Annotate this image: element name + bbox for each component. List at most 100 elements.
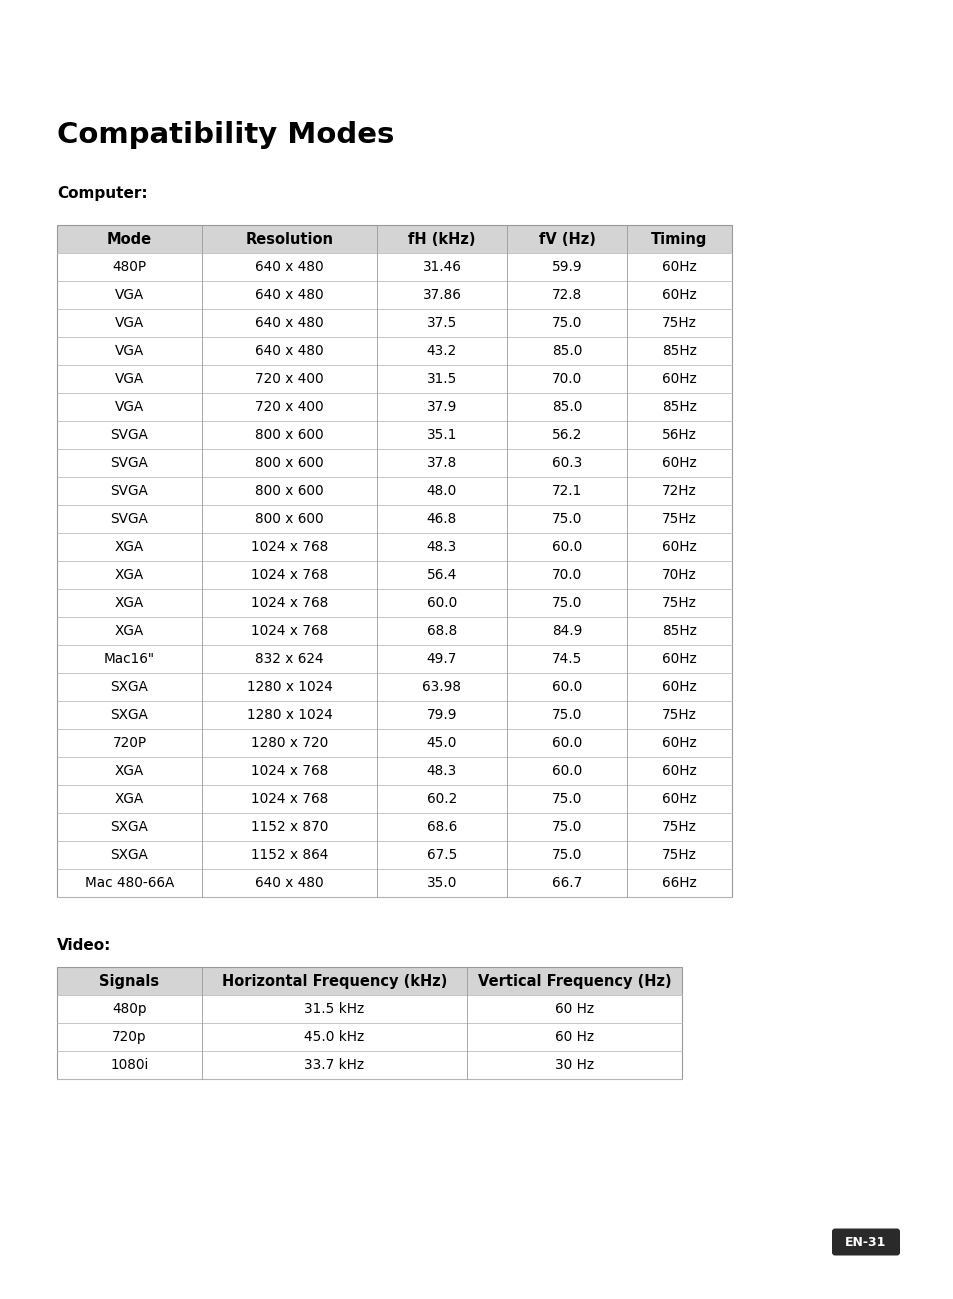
- Text: 37.86: 37.86: [422, 288, 461, 301]
- Text: 480P: 480P: [112, 260, 147, 274]
- Text: 1024 x 768: 1024 x 768: [251, 568, 328, 582]
- Text: 72.1: 72.1: [551, 485, 581, 498]
- Text: SXGA: SXGA: [111, 679, 149, 694]
- Text: 60 Hz: 60 Hz: [555, 1002, 594, 1016]
- Text: 720P: 720P: [112, 737, 147, 750]
- Text: 68.8: 68.8: [426, 624, 456, 638]
- Text: 85.0: 85.0: [551, 344, 581, 359]
- Text: 60.0: 60.0: [551, 540, 581, 553]
- Text: 60Hz: 60Hz: [661, 540, 696, 553]
- Text: 75Hz: 75Hz: [661, 596, 697, 611]
- Text: 60Hz: 60Hz: [661, 288, 696, 301]
- Text: VGA: VGA: [114, 400, 144, 414]
- Text: 75.0: 75.0: [551, 848, 581, 863]
- Text: 640 x 480: 640 x 480: [254, 260, 323, 274]
- Text: 75Hz: 75Hz: [661, 848, 697, 863]
- Text: 1280 x 1024: 1280 x 1024: [246, 708, 332, 722]
- Text: XGA: XGA: [114, 568, 144, 582]
- Text: 66Hz: 66Hz: [661, 876, 696, 890]
- Text: 1280 x 720: 1280 x 720: [251, 737, 328, 750]
- Text: Computer:: Computer:: [57, 186, 148, 200]
- Text: VGA: VGA: [114, 316, 144, 330]
- Text: SVGA: SVGA: [111, 485, 149, 498]
- Text: XGA: XGA: [114, 764, 144, 778]
- Text: fV (Hz): fV (Hz): [538, 231, 595, 247]
- Text: 60.0: 60.0: [426, 596, 456, 611]
- Text: 1280 x 1024: 1280 x 1024: [246, 679, 332, 694]
- Text: 66.7: 66.7: [551, 876, 581, 890]
- Text: 1024 x 768: 1024 x 768: [251, 540, 328, 553]
- Text: 49.7: 49.7: [426, 652, 456, 666]
- Text: 720 x 400: 720 x 400: [254, 372, 323, 386]
- Text: 1024 x 768: 1024 x 768: [251, 764, 328, 778]
- Text: 640 x 480: 640 x 480: [254, 876, 323, 890]
- Text: 75.0: 75.0: [551, 596, 581, 611]
- Text: 75.0: 75.0: [551, 512, 581, 526]
- Text: XGA: XGA: [114, 792, 144, 805]
- Bar: [57, 225, 731, 898]
- Text: 1024 x 768: 1024 x 768: [251, 624, 328, 638]
- Text: 30 Hz: 30 Hz: [555, 1057, 594, 1072]
- Text: 79.9: 79.9: [426, 708, 456, 722]
- Text: Timing: Timing: [651, 231, 707, 247]
- Text: SXGA: SXGA: [111, 848, 149, 863]
- Text: SXGA: SXGA: [111, 708, 149, 722]
- Text: 60.0: 60.0: [551, 764, 581, 778]
- Text: 75Hz: 75Hz: [661, 820, 697, 834]
- Text: 72Hz: 72Hz: [661, 485, 696, 498]
- Text: 37.9: 37.9: [426, 400, 456, 414]
- Text: 70.0: 70.0: [551, 568, 581, 582]
- Text: 37.5: 37.5: [426, 316, 456, 330]
- Text: 85Hz: 85Hz: [661, 344, 697, 359]
- Text: Mac16": Mac16": [104, 652, 154, 666]
- Text: Resolution: Resolution: [245, 231, 334, 247]
- Text: 800 x 600: 800 x 600: [254, 456, 323, 470]
- Text: 35.0: 35.0: [426, 876, 456, 890]
- Text: 75Hz: 75Hz: [661, 708, 697, 722]
- Text: Signals: Signals: [99, 973, 159, 989]
- Text: 85.0: 85.0: [551, 400, 581, 414]
- Text: 60Hz: 60Hz: [661, 737, 696, 750]
- Text: 31.5 kHz: 31.5 kHz: [304, 1002, 364, 1016]
- Text: 75Hz: 75Hz: [661, 316, 697, 330]
- Text: 74.5: 74.5: [551, 652, 581, 666]
- Text: 35.1: 35.1: [426, 427, 456, 442]
- Text: 720p: 720p: [112, 1030, 147, 1044]
- Text: 63.98: 63.98: [422, 679, 461, 694]
- Text: 60.2: 60.2: [426, 792, 456, 805]
- Text: 56Hz: 56Hz: [661, 427, 697, 442]
- Text: 85Hz: 85Hz: [661, 400, 697, 414]
- Text: 640 x 480: 640 x 480: [254, 288, 323, 301]
- Text: 640 x 480: 640 x 480: [254, 344, 323, 359]
- Text: 1080i: 1080i: [111, 1057, 149, 1072]
- Text: 46.8: 46.8: [426, 512, 456, 526]
- Text: 1152 x 864: 1152 x 864: [251, 848, 328, 863]
- Text: 70Hz: 70Hz: [661, 568, 696, 582]
- Text: SVGA: SVGA: [111, 512, 149, 526]
- Text: EN-31: EN-31: [844, 1235, 885, 1248]
- Text: 56.4: 56.4: [426, 568, 456, 582]
- Text: 60Hz: 60Hz: [661, 792, 696, 805]
- Text: Mode: Mode: [107, 231, 152, 247]
- Text: 45.0 kHz: 45.0 kHz: [304, 1030, 364, 1044]
- Text: 480p: 480p: [112, 1002, 147, 1016]
- Text: 75Hz: 75Hz: [661, 512, 697, 526]
- Text: SVGA: SVGA: [111, 427, 149, 442]
- Text: 45.0: 45.0: [426, 737, 456, 750]
- Text: 84.9: 84.9: [551, 624, 581, 638]
- Text: XGA: XGA: [114, 540, 144, 553]
- Text: 640 x 480: 640 x 480: [254, 316, 323, 330]
- Text: VGA: VGA: [114, 344, 144, 359]
- Text: Mac 480-66A: Mac 480-66A: [85, 876, 174, 890]
- Text: 43.2: 43.2: [426, 344, 456, 359]
- Text: 1024 x 768: 1024 x 768: [251, 792, 328, 805]
- Text: 75.0: 75.0: [551, 792, 581, 805]
- Text: 800 x 600: 800 x 600: [254, 512, 323, 526]
- Text: 60 Hz: 60 Hz: [555, 1030, 594, 1044]
- Text: 85Hz: 85Hz: [661, 624, 697, 638]
- Text: Horizontal Frequency (kHz): Horizontal Frequency (kHz): [222, 973, 447, 989]
- Text: 37.8: 37.8: [426, 456, 456, 470]
- Text: VGA: VGA: [114, 288, 144, 301]
- Text: 800 x 600: 800 x 600: [254, 485, 323, 498]
- Text: SVGA: SVGA: [111, 456, 149, 470]
